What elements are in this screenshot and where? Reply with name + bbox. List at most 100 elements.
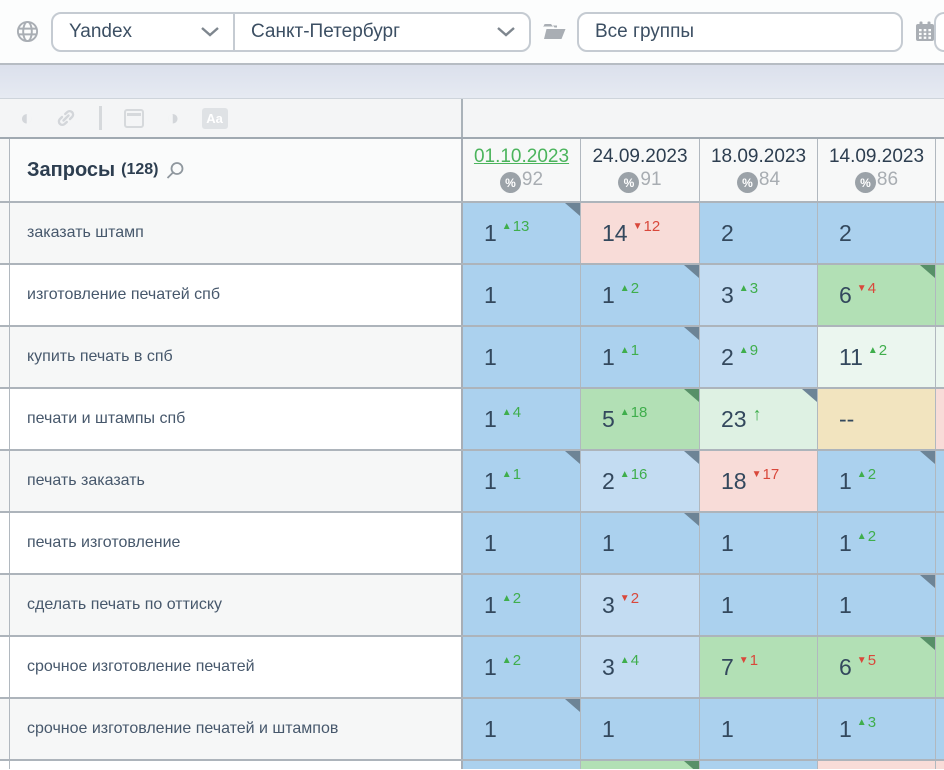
position-value: 2	[721, 343, 734, 370]
position-cell[interactable]: 2	[700, 203, 818, 263]
collapsed-panel-band[interactable]	[0, 65, 944, 99]
positions-table: Запросы (128) 01.10.2023% 92 24.09.2023% 91…	[0, 139, 944, 769]
position-cell[interactable]: 3 ▲ 4	[581, 637, 700, 697]
keyword-cell[interactable]: купить печать в спб	[10, 327, 463, 387]
toolbar-right	[463, 99, 944, 137]
position-cell[interactable]: 1 ▲ 1	[463, 451, 581, 511]
date-column-header[interactable]: 18.09.2023% 84	[700, 139, 818, 201]
table-row: изготовление печатей спб 1 1 ▲ 2 3 ▲ 3 6 ▼ 4	[0, 265, 944, 327]
date-column-header[interactable]: 01.10.2023% 92	[463, 139, 581, 201]
position-cell[interactable]: 1 ▲ 1	[581, 327, 700, 387]
position-change: ▲ 2	[501, 589, 522, 607]
position-cell[interactable]: 7 ▼ 1	[700, 637, 818, 697]
position-cell[interactable]: 23 ↑	[700, 389, 818, 449]
position-change: ▲ 4	[501, 403, 522, 421]
date-label[interactable]: 01.10.2023	[473, 146, 570, 167]
keyword-cell[interactable]: печати и штампы спб	[10, 389, 463, 449]
position-change: ▲ 2	[867, 341, 888, 359]
position-change: ▲ 3	[856, 713, 877, 731]
up-triangle-icon: ▲	[501, 654, 512, 666]
position-cell[interactable]: 6 ▼ 5	[818, 637, 936, 697]
position-cell[interactable]: 2	[818, 203, 936, 263]
position-cell[interactable]: 1	[700, 575, 818, 635]
folder-icon[interactable]	[543, 22, 567, 42]
clipped-control[interactable]	[934, 12, 944, 52]
position-cell[interactable]: 1	[700, 513, 818, 573]
position-cell[interactable]: 1	[463, 513, 581, 573]
keyword-cell[interactable]: срочное изготовление печатей	[10, 637, 463, 697]
position-cell[interactable]: 3 ▼ 2	[581, 575, 700, 635]
visibility-indicator: % 92	[499, 169, 543, 193]
keyword-cell[interactable]: срочное изготовление печатей и штампов	[10, 699, 463, 759]
position-cell[interactable]: 2 ▲ 9	[700, 327, 818, 387]
keyword-cell[interactable]: печать изготовление	[10, 513, 463, 573]
clipped-date-column	[936, 139, 944, 201]
clipped-position-cell	[936, 451, 944, 511]
clipped-position-cell	[936, 699, 944, 759]
keyword-cell[interactable]: сделать печать по оттиску	[10, 575, 463, 635]
position-cell[interactable]	[463, 761, 581, 769]
table-row	[0, 761, 944, 769]
position-cell[interactable]: 1 ▲ 2	[463, 575, 581, 635]
keyword-cell[interactable]	[10, 761, 463, 769]
position-cell[interactable]: 1 ▲ 3	[818, 699, 936, 759]
date-label[interactable]: 24.09.2023	[592, 146, 688, 167]
date-column-header[interactable]: 24.09.2023% 91	[581, 139, 700, 201]
keyword-cell[interactable]: печать заказать	[10, 451, 463, 511]
position-change: ▲ 9	[738, 341, 759, 359]
clipped-position-cell	[936, 575, 944, 635]
position-cell[interactable]: 5 ▲ 18	[581, 389, 700, 449]
date-label[interactable]: 14.09.2023	[828, 146, 925, 167]
date-column-header[interactable]: 14.09.2023% 86	[818, 139, 936, 201]
calendar-icon[interactable]	[913, 20, 937, 44]
position-cell[interactable]: 1	[581, 699, 700, 759]
groups-filter[interactable]: Все группы	[577, 11, 903, 52]
position-cell[interactable]: --	[818, 389, 936, 449]
up-triangle-icon: ▲	[619, 468, 630, 480]
position-cell[interactable]	[700, 761, 818, 769]
position-cell[interactable]: 1	[700, 699, 818, 759]
position-value: 23	[721, 405, 747, 432]
down-triangle-icon: ▼	[632, 220, 643, 232]
up-triangle-icon: ▲	[738, 282, 749, 294]
position-cell[interactable]: 1 ▲ 2	[581, 265, 700, 325]
window-icon[interactable]	[124, 108, 145, 128]
region-select[interactable]: Санкт-Петербург	[233, 13, 529, 50]
search-icon[interactable]	[166, 161, 185, 180]
position-cell[interactable]: 11 ▲ 2	[818, 327, 936, 387]
position-change: ▼ 12	[632, 217, 661, 235]
position-value: 1	[839, 715, 852, 742]
position-cell[interactable]: 1	[463, 699, 581, 759]
position-cell[interactable]	[581, 761, 700, 769]
position-cell[interactable]: 1	[463, 327, 581, 387]
keyword-cell[interactable]: заказать штамп	[10, 203, 463, 263]
position-cell[interactable]: 1	[463, 265, 581, 325]
keyword-cell[interactable]: изготовление печатей спб	[10, 265, 463, 325]
position-cell[interactable]: 1 ▲ 13	[463, 203, 581, 263]
position-cell[interactable]: 1 ▲ 2	[818, 451, 936, 511]
contrast-icon[interactable]: ◑	[166, 105, 180, 130]
table-row: печать заказать 1 ▲ 1 2 ▲ 16 18 ▼ 17 1 ▲ 2	[0, 451, 944, 513]
target-toggle-icon[interactable]: ◐	[20, 105, 34, 130]
position-cell[interactable]: 1 ▲ 2	[463, 637, 581, 697]
position-cell[interactable]: 1	[818, 575, 936, 635]
region-value: Санкт-Петербург	[251, 20, 401, 42]
position-cell[interactable]: 14 ▼ 12	[581, 203, 700, 263]
position-value: 18	[721, 467, 747, 494]
link-icon[interactable]	[55, 107, 77, 129]
position-cell[interactable]: 1	[581, 513, 700, 573]
position-cell[interactable]: 18 ▼ 17	[700, 451, 818, 511]
position-cell[interactable]: 1 ▲ 4	[463, 389, 581, 449]
position-cell[interactable]	[818, 761, 936, 769]
position-cell[interactable]: 1 ▲ 2	[818, 513, 936, 573]
position-cell[interactable]: 2 ▲ 16	[581, 451, 700, 511]
date-label[interactable]: 18.09.2023	[710, 146, 807, 167]
position-value: 6	[839, 281, 852, 308]
search-engine-select[interactable]: Yandex	[53, 14, 233, 50]
text-case-icon[interactable]: Aa	[201, 107, 228, 129]
position-value: 1	[484, 281, 497, 308]
position-cell[interactable]: 3 ▲ 3	[700, 265, 818, 325]
position-cell[interactable]: 6 ▼ 4	[818, 265, 936, 325]
table-header-row: Запросы (128) 01.10.2023% 92 24.09.2023% 91…	[0, 139, 944, 203]
position-value: 1	[602, 343, 615, 370]
